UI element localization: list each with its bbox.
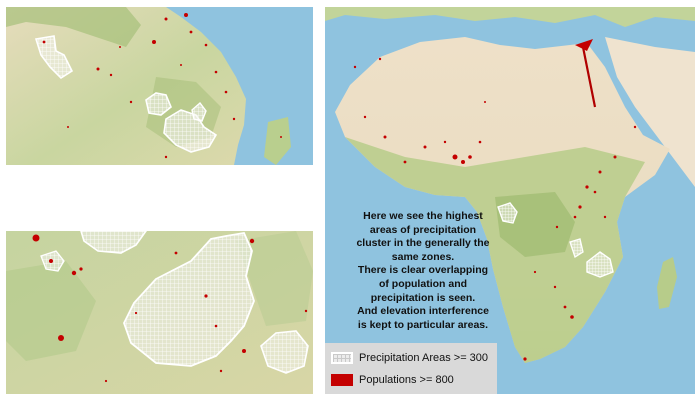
arabia-land bbox=[605, 37, 695, 187]
zoom-map-east-africa bbox=[6, 231, 313, 394]
precip-area bbox=[569, 238, 584, 258]
caption-line: Here we see the highest bbox=[363, 210, 483, 222]
population-swatch-icon bbox=[331, 374, 353, 386]
precip-area bbox=[497, 202, 518, 224]
legend-label: Populations >= 800 bbox=[359, 374, 454, 386]
precip-area bbox=[586, 251, 614, 278]
nile bbox=[581, 46, 597, 108]
europe-land bbox=[325, 7, 695, 27]
legend-label: Precipitation Areas >= 300 bbox=[359, 352, 489, 364]
legend-item-precipitation: Precipitation Areas >= 300 bbox=[331, 352, 488, 364]
caption-line: And elevation interference bbox=[357, 305, 489, 318]
caption-line: is kept to particular areas. bbox=[357, 318, 489, 331]
madagascar bbox=[657, 257, 677, 309]
caption-line: of population and bbox=[378, 277, 468, 290]
zoom-map-central-africa bbox=[6, 7, 313, 165]
africa-map: Here we see the highest areas of precipi… bbox=[325, 7, 695, 394]
precip-area bbox=[191, 101, 207, 122]
precip-area bbox=[80, 231, 147, 254]
caption-line: precipitation is seen. bbox=[370, 291, 476, 304]
caption-line: There is clear overlapping bbox=[357, 264, 489, 277]
precip-area bbox=[260, 330, 309, 374]
map-legend: Precipitation Areas >= 300 Populations >… bbox=[325, 343, 497, 394]
precip-area bbox=[34, 35, 74, 80]
precip-area bbox=[145, 92, 172, 116]
legend-item-population: Populations >= 800 bbox=[331, 374, 454, 386]
precip-area bbox=[123, 231, 255, 367]
map-caption: Here we see the highest areas of precipi… bbox=[329, 210, 517, 332]
caption-line: cluster in the generally the bbox=[356, 237, 490, 250]
precip-area bbox=[163, 109, 218, 153]
caption-line: areas of precipitation bbox=[369, 223, 477, 236]
caption-line: same zones. bbox=[391, 250, 455, 263]
precipitation-swatch-icon bbox=[331, 352, 353, 364]
